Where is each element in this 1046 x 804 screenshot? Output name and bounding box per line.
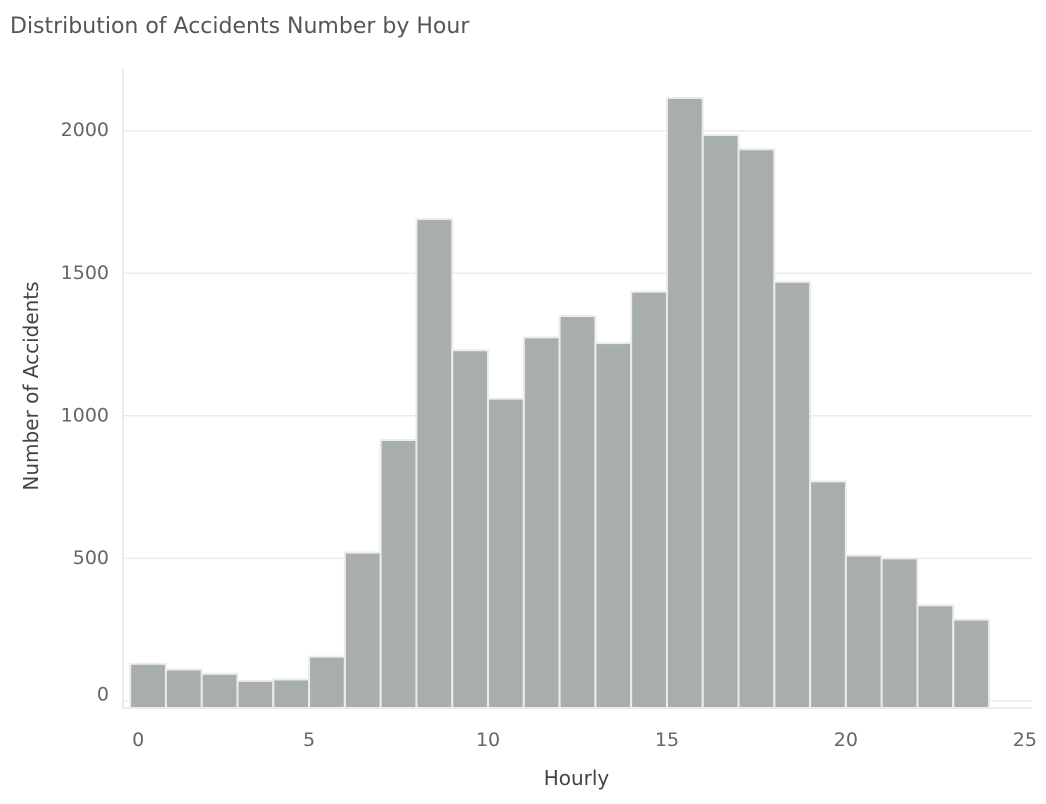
- histogram-bar: [343, 551, 382, 709]
- histogram-bar: [308, 655, 346, 710]
- histogram-bar: [129, 662, 167, 710]
- histogram-bar: [200, 672, 239, 710]
- histogram-bar: [415, 218, 454, 709]
- y-tick-labels: 0 500 1000 1500 2000: [61, 119, 109, 705]
- histogram-bar: [916, 604, 955, 710]
- histogram-bar: [164, 668, 203, 709]
- histogram-bar: [737, 148, 776, 710]
- x-tick-label: 5: [303, 729, 315, 751]
- histogram-bar: [809, 480, 847, 710]
- x-tick-label: 15: [655, 729, 679, 751]
- histogram-bar: [630, 290, 668, 709]
- x-tick-label: 10: [476, 729, 500, 751]
- histogram-bar: [272, 678, 311, 709]
- histogram-bar: [522, 336, 561, 709]
- x-tick-labels: 0 5 10 15 20 25: [132, 729, 1037, 751]
- histogram-bar: [487, 397, 525, 709]
- y-tick-label: 0: [97, 683, 109, 705]
- histogram-bar: [451, 349, 490, 709]
- y-tick-label: 1500: [61, 262, 109, 284]
- histogram-bar: [236, 679, 275, 710]
- y-tick-label: 1000: [61, 404, 109, 426]
- histogram-bar: [379, 439, 418, 709]
- histogram-bar: [773, 280, 812, 709]
- x-tick-label: 0: [132, 729, 144, 751]
- histogram-bar: [880, 557, 919, 709]
- x-tick-label: 25: [1013, 729, 1037, 751]
- y-tick-label: 2000: [61, 119, 109, 141]
- histogram-bar: [594, 342, 633, 709]
- histogram-bar: [952, 618, 991, 710]
- chart-title: Distribution of Accidents Number by Hour: [10, 14, 470, 39]
- y-tick-label: 500: [73, 547, 109, 569]
- y-axis-label: Number of Accidents: [19, 281, 43, 490]
- histogram-bar: [558, 315, 597, 709]
- histogram-bar: [844, 554, 883, 709]
- bars: [129, 96, 991, 710]
- x-axis-label: Hourly: [544, 766, 610, 790]
- x-tick-label: 20: [834, 729, 858, 751]
- histogram-bar: [701, 133, 740, 709]
- histogram-bar: [665, 96, 704, 710]
